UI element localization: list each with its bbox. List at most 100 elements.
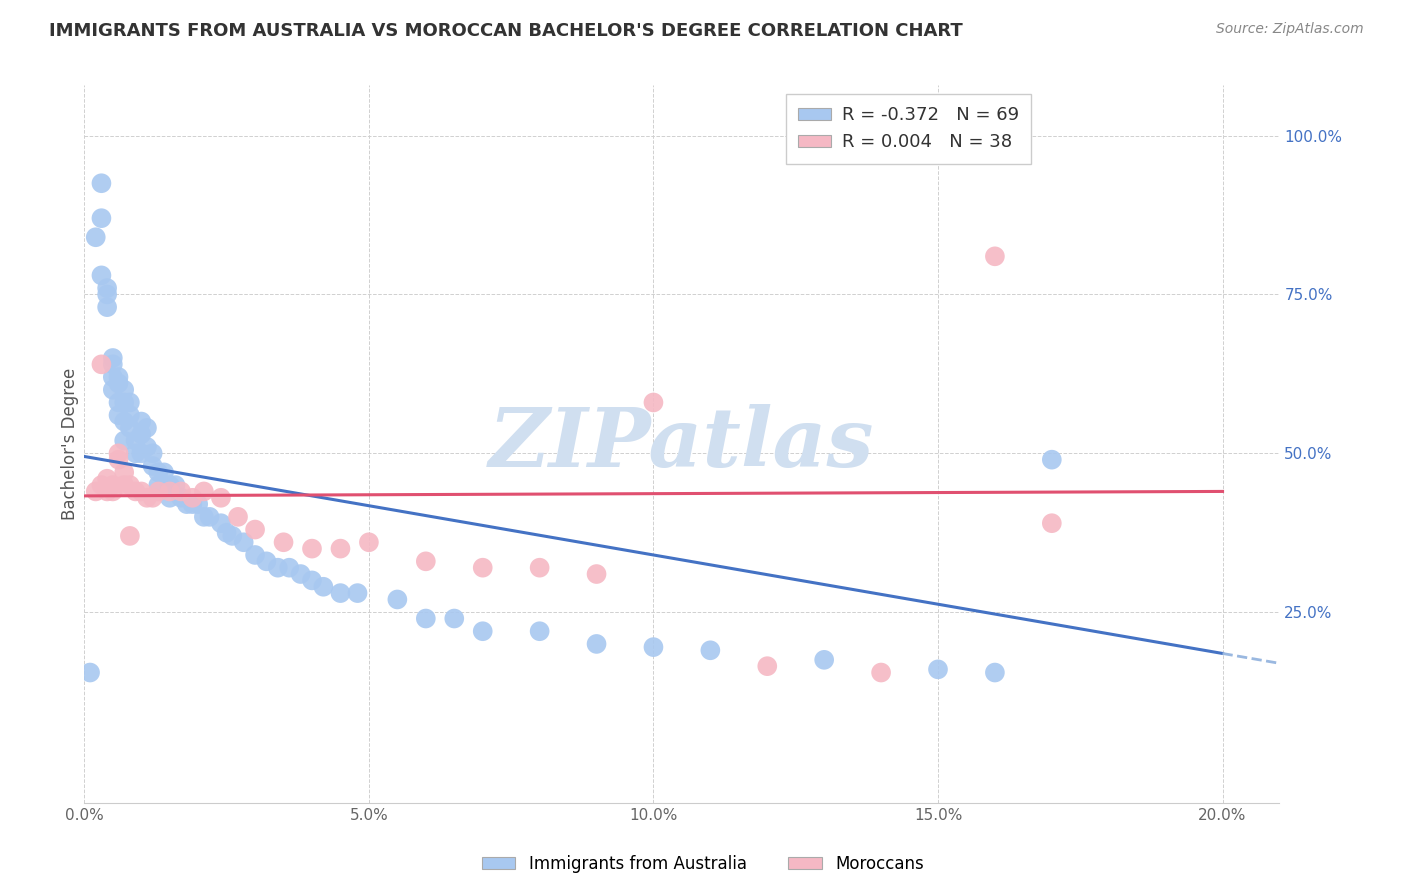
Point (112, 466, 135, 480)
Point (529, 624, 551, 639)
Point (90, 211, 112, 226)
Point (471, 560, 494, 574)
Point (643, 395, 665, 409)
Point (232, 535, 254, 549)
Point (118, 395, 141, 409)
Point (112, 415, 135, 429)
Point (193, 509, 215, 524)
Point (148, 478, 170, 492)
Point (267, 560, 290, 574)
Point (226, 509, 249, 524)
Point (529, 560, 551, 574)
Point (278, 560, 301, 574)
Point (1040, 452, 1063, 467)
Point (165, 478, 187, 492)
Point (243, 523, 266, 537)
Text: IMMIGRANTS FROM AUSTRALIA VS MOROCCAN BACHELOR'S DEGREE CORRELATION CHART: IMMIGRANTS FROM AUSTRALIA VS MOROCCAN BA… (49, 22, 963, 40)
Point (290, 567, 312, 582)
Point (79, 665, 101, 680)
Point (136, 491, 159, 505)
Point (142, 491, 165, 505)
Point (107, 395, 129, 409)
Point (159, 491, 181, 505)
Point (124, 434, 146, 448)
Point (84, 230, 107, 244)
Point (176, 497, 198, 511)
Point (118, 408, 141, 422)
Point (585, 567, 607, 582)
Point (90, 268, 112, 283)
Point (221, 529, 243, 543)
Point (209, 516, 232, 531)
Point (112, 478, 135, 492)
Point (273, 535, 295, 549)
Point (90, 176, 112, 190)
Point (101, 351, 124, 365)
Point (181, 497, 204, 511)
Point (312, 580, 335, 594)
Point (301, 574, 323, 588)
Point (101, 478, 124, 492)
Point (112, 395, 135, 409)
Point (107, 376, 129, 391)
Point (129, 446, 152, 460)
Point (136, 421, 159, 435)
Point (984, 665, 1007, 680)
Point (187, 497, 209, 511)
Text: Source: ZipAtlas.com: Source: ZipAtlas.com (1216, 22, 1364, 37)
Point (243, 548, 266, 562)
Point (101, 484, 124, 499)
Point (129, 427, 152, 442)
Point (153, 466, 176, 480)
Point (181, 491, 204, 505)
Point (112, 383, 135, 397)
Point (101, 370, 124, 384)
Point (96, 287, 118, 301)
Point (118, 421, 141, 435)
Point (148, 466, 170, 480)
Point (357, 535, 380, 549)
Point (215, 525, 238, 540)
Point (118, 529, 141, 543)
Point (107, 452, 129, 467)
Point (107, 370, 129, 384)
Point (96, 300, 118, 314)
Point (148, 484, 170, 499)
Y-axis label: Bachelor's Degree: Bachelor's Degree (62, 368, 80, 520)
Legend: R = -0.372   N = 69, R = 0.004   N = 38: R = -0.372 N = 69, R = 0.004 N = 38 (786, 94, 1032, 164)
Point (927, 662, 949, 676)
Legend: Immigrants from Australia, Moroccans: Immigrants from Australia, Moroccans (475, 848, 931, 880)
Point (84, 484, 107, 499)
Point (142, 446, 165, 460)
Point (813, 653, 835, 667)
Point (118, 478, 141, 492)
Point (699, 643, 721, 657)
Point (90, 357, 112, 371)
Point (415, 611, 437, 625)
Point (112, 434, 135, 448)
Point (136, 440, 159, 454)
Point (124, 446, 146, 460)
Point (329, 541, 352, 556)
Point (170, 491, 193, 505)
Point (256, 554, 278, 568)
Point (96, 484, 118, 499)
Point (471, 624, 494, 639)
Point (142, 458, 165, 473)
Point (129, 484, 152, 499)
Point (96, 281, 118, 295)
Point (301, 541, 323, 556)
Point (443, 611, 465, 625)
Point (984, 249, 1007, 263)
Text: ZIPatlas: ZIPatlas (489, 404, 875, 483)
Point (159, 478, 181, 492)
Point (170, 484, 193, 499)
Point (107, 408, 129, 422)
Point (96, 472, 118, 486)
Point (346, 586, 368, 600)
Point (129, 415, 152, 429)
Point (124, 484, 146, 499)
Point (415, 554, 437, 568)
Point (209, 491, 232, 505)
Point (1040, 516, 1063, 531)
